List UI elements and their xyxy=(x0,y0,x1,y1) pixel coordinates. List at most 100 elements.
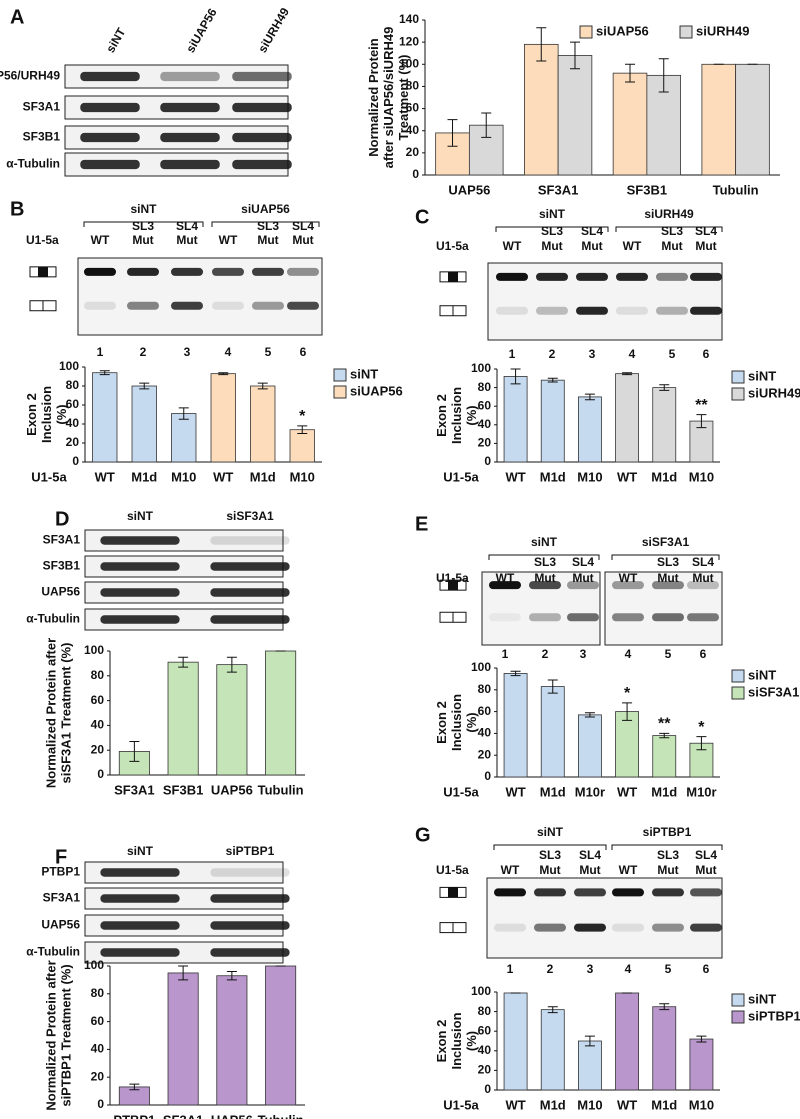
y-tick-label: 100 xyxy=(59,359,79,373)
error-bar xyxy=(622,372,633,376)
blot-column-label: siURH49 xyxy=(255,5,292,55)
x-tick-label: M10 xyxy=(689,1097,714,1112)
error-bar xyxy=(659,384,670,391)
y-tick-label: 60 xyxy=(91,1014,105,1028)
x-tick-label: WT xyxy=(505,469,525,484)
lane-label: Mut xyxy=(579,863,600,877)
lane-label: Mut xyxy=(176,233,197,247)
group-label: siNT xyxy=(537,825,564,839)
lane-label: Mut xyxy=(695,863,716,877)
lane-number: 2 xyxy=(549,347,556,361)
error-bar xyxy=(547,377,558,383)
blot-row-label: UAP56 xyxy=(41,918,80,932)
group-label: siNT xyxy=(539,207,566,221)
legend-swatch xyxy=(679,25,693,39)
gel-band xyxy=(576,272,608,281)
y-tick-label: 40 xyxy=(478,417,492,431)
panel-letter: D xyxy=(55,508,69,530)
y-tick-label: 60 xyxy=(478,1023,492,1037)
x-tick-label: M1d xyxy=(651,1097,677,1112)
legend-label: siUAP56 xyxy=(596,23,649,38)
blot-column-label: siUAP56 xyxy=(183,6,220,55)
y-tick-label: 0 xyxy=(97,767,104,781)
group-label: siURH49 xyxy=(644,207,694,221)
x-tick-label: SF3B1 xyxy=(627,182,667,197)
blot-band xyxy=(232,102,292,113)
gel-band xyxy=(652,923,684,932)
blot-band xyxy=(160,159,220,170)
y-tick-label: 100 xyxy=(471,660,491,674)
bar xyxy=(210,373,236,463)
group-label: siSF3A1 xyxy=(642,535,690,549)
group-bracket xyxy=(493,844,607,850)
blot-column-label: siSF3A1 xyxy=(226,509,274,523)
legend-swatch xyxy=(731,1010,745,1024)
bar xyxy=(265,965,297,1106)
bar xyxy=(689,1038,714,1091)
x-tick-label: M1d xyxy=(651,784,677,799)
lane-number: 2 xyxy=(547,962,554,976)
x-tick-label: UAP56 xyxy=(211,782,253,797)
y-axis-label-line: Exon 2 xyxy=(434,394,449,437)
lane-label: Mut xyxy=(661,239,682,253)
gel-band xyxy=(529,581,561,590)
y-axis-label-line: Exon 2 xyxy=(434,701,449,744)
group-bracket xyxy=(615,226,723,232)
x-tick-label: M1d xyxy=(540,1097,566,1112)
error-bar xyxy=(536,27,547,62)
gel-band xyxy=(252,301,284,310)
panel-letter: E xyxy=(415,513,428,535)
x-tick-label: UAP56 xyxy=(211,1112,253,1119)
lane-label: Mut xyxy=(292,233,313,247)
bar xyxy=(167,661,199,776)
y-axis-label-line: (%) xyxy=(464,1031,479,1051)
lane-label: WT xyxy=(496,571,515,585)
lane-number: 3 xyxy=(580,647,587,661)
exon-icon-middle xyxy=(38,266,48,277)
gel-band xyxy=(489,581,521,590)
x-axis-label: U1-5a xyxy=(443,1097,479,1112)
gel-band xyxy=(567,581,599,590)
legend-label: siURH49 xyxy=(748,385,800,400)
gel-band xyxy=(287,301,319,310)
lane-label: SL4 xyxy=(692,555,714,569)
lane-label: SL3 xyxy=(657,555,679,569)
y-axis-label-line: Normalized Protein after xyxy=(44,638,59,788)
blot-row-label: SF3A1 xyxy=(43,533,81,547)
lane-label: SL3 xyxy=(132,219,154,233)
gel-band xyxy=(534,923,566,932)
lane-label: SL4 xyxy=(581,224,603,238)
blot-row-label: α-Tubulin xyxy=(26,945,80,959)
gel-band xyxy=(687,581,719,590)
x-tick-label: M1d xyxy=(131,469,157,484)
lane-label: WT xyxy=(623,239,642,253)
y-tick-label: 0 xyxy=(72,454,79,468)
gel-band xyxy=(616,272,648,281)
legend-label: siSF3A1 xyxy=(748,684,799,699)
y-axis-label-line: siPTBP1 Treatment (%) xyxy=(59,964,74,1106)
panel-letter: C xyxy=(415,206,429,228)
gel-band xyxy=(652,613,684,622)
y-tick-label: 100 xyxy=(471,361,491,375)
y-tick-label: 100 xyxy=(399,56,419,70)
y-tick-label: 100 xyxy=(471,984,491,998)
y-axis-label-line: Inclusion xyxy=(449,694,464,751)
blot-band xyxy=(160,102,220,113)
gel-band xyxy=(212,301,244,310)
x-tick-label: Tubulin xyxy=(258,1112,304,1119)
lane-label: SL3 xyxy=(257,219,279,233)
lane-number: 1 xyxy=(502,647,509,661)
y-tick-label: 120 xyxy=(399,34,419,48)
legend-label: siURH49 xyxy=(696,23,749,38)
group-label: siPTBP1 xyxy=(643,825,692,839)
blot-band xyxy=(210,615,290,624)
group-label: siUAP56 xyxy=(241,202,290,216)
x-tick-label: Tubulin xyxy=(258,782,304,797)
blot-column-label: siPTBP1 xyxy=(226,844,275,858)
lane-label: Mut xyxy=(692,571,713,585)
x-tick-label: WT xyxy=(213,469,233,484)
blot-frame xyxy=(84,861,284,884)
error-bar xyxy=(481,112,492,138)
error-bar xyxy=(696,736,707,751)
x-tick-label: M10 xyxy=(689,469,714,484)
